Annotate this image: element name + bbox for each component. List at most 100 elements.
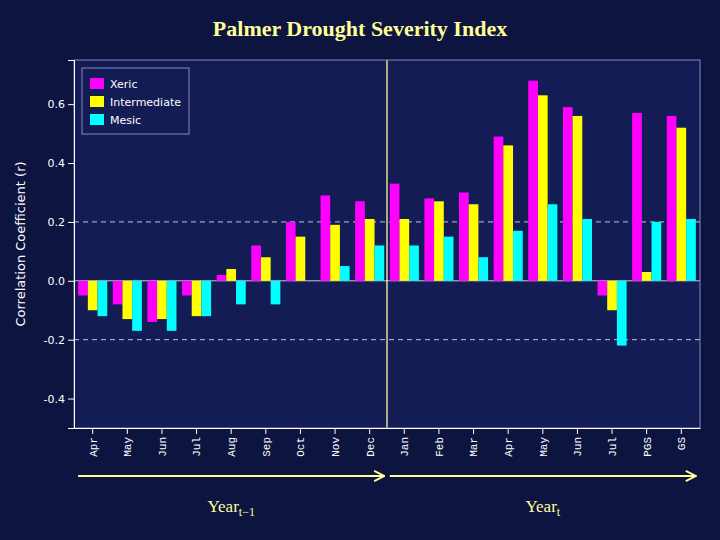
bar xyxy=(573,116,583,281)
bar xyxy=(261,257,271,281)
bar xyxy=(598,281,608,296)
y-tick: 0.0 xyxy=(48,275,75,288)
y-tick: -0.2 xyxy=(44,334,74,347)
bar xyxy=(399,219,409,281)
x-tick: Jul xyxy=(191,428,203,457)
bar xyxy=(98,281,108,316)
bar xyxy=(113,281,123,305)
x-tick-mark xyxy=(92,428,93,434)
bar xyxy=(201,281,211,316)
bar xyxy=(132,281,142,331)
y-axis-line xyxy=(68,61,75,429)
x-axis-line xyxy=(75,428,701,429)
x-tick: Sep xyxy=(261,428,273,457)
bar xyxy=(390,184,400,281)
x-tick-mark xyxy=(438,428,439,434)
y-axis-title: Correlation Coefficient (r) xyxy=(13,161,28,326)
bar xyxy=(88,281,98,310)
x-tick-label: Apr xyxy=(503,437,515,457)
bar xyxy=(538,95,548,280)
x-tick-label: Jan xyxy=(399,437,411,457)
y-axis: -0.4-0.20.00.20.40.6 xyxy=(44,61,75,429)
x-tick-mark xyxy=(612,428,613,434)
bar xyxy=(478,257,488,281)
x-tick-mark xyxy=(542,428,543,434)
title: Palmer Drought Severity Index xyxy=(213,16,507,41)
marks xyxy=(74,60,700,428)
y-tick-label: -0.2 xyxy=(44,334,65,347)
bar xyxy=(251,245,261,280)
x-tick-label: Oct xyxy=(295,437,307,457)
x-tick-label: Mar xyxy=(468,437,480,457)
legend: XericIntermediateMesic xyxy=(82,68,189,134)
x-tick: Jul xyxy=(607,428,619,457)
x-tick: Jun xyxy=(157,428,169,457)
bar xyxy=(617,281,627,346)
bar xyxy=(676,128,686,281)
bar xyxy=(469,204,479,281)
legend-swatch xyxy=(90,114,104,125)
bar xyxy=(182,281,192,296)
bar xyxy=(286,222,296,281)
plot-area xyxy=(74,60,700,428)
y-tick-label: -0.4 xyxy=(44,393,65,406)
bar xyxy=(226,269,236,281)
legend-swatch xyxy=(90,78,104,89)
y-tick-mark xyxy=(68,222,74,223)
annotation: Yeart−1 xyxy=(207,497,254,519)
bar xyxy=(192,281,202,316)
x-tick-label: Dec xyxy=(365,437,377,457)
background xyxy=(0,0,720,540)
x-tick-mark xyxy=(369,428,370,434)
bar xyxy=(296,237,306,281)
bar xyxy=(305,280,315,281)
bar xyxy=(424,198,434,280)
bar xyxy=(157,281,167,319)
plot: -0.4-0.20.00.20.40.6AprMayJunJulAugSepOc… xyxy=(44,60,701,457)
annotation-text: Year xyxy=(207,497,239,516)
x-tick-mark xyxy=(404,428,405,434)
bar xyxy=(271,281,281,305)
y-tick-mark xyxy=(68,281,74,282)
x-tick-label: May xyxy=(538,437,550,457)
bar xyxy=(330,225,340,281)
bar xyxy=(563,107,573,281)
y-tick-label: 0.2 xyxy=(48,216,66,229)
x-tick-label: Apr xyxy=(88,437,100,457)
legend-label: Xeric xyxy=(110,78,137,91)
y-tick-mark xyxy=(68,104,74,105)
x-tick-mark xyxy=(335,428,336,434)
x-tick-label: Jun xyxy=(572,437,584,457)
bar xyxy=(78,281,88,296)
y-tick-mark xyxy=(68,340,74,341)
x-tick: Aug xyxy=(226,428,238,457)
y-tick: 0.4 xyxy=(48,157,75,170)
x-tick-label: Feb xyxy=(434,437,446,457)
bar xyxy=(667,116,677,281)
chart: Palmer Drought Severity Index -0.4 -0.2 0.0… xyxy=(0,0,720,540)
x-tick-mark xyxy=(646,428,647,434)
bar xyxy=(607,281,617,310)
x-tick-label: PGS xyxy=(642,437,654,457)
bar xyxy=(494,137,504,281)
bar xyxy=(340,266,350,281)
bar xyxy=(217,275,227,281)
bar xyxy=(147,281,157,322)
x-tick: Dec xyxy=(365,428,377,457)
bar xyxy=(122,281,132,319)
bar xyxy=(459,192,469,280)
x-tick-mark xyxy=(196,428,197,434)
x-tick: May xyxy=(538,428,550,457)
x-tick: Mar xyxy=(468,428,480,457)
x-tick-mark xyxy=(473,428,474,434)
x-tick: Oct xyxy=(295,428,307,457)
x-tick-mark xyxy=(265,428,266,434)
x-tick-label: Jun xyxy=(157,437,169,457)
x-tick: GS xyxy=(676,428,688,450)
y-tick-mark xyxy=(68,163,74,164)
bar xyxy=(444,237,454,281)
bar xyxy=(434,201,444,280)
bar xyxy=(513,231,523,281)
bar xyxy=(503,145,513,280)
divider xyxy=(386,60,387,428)
